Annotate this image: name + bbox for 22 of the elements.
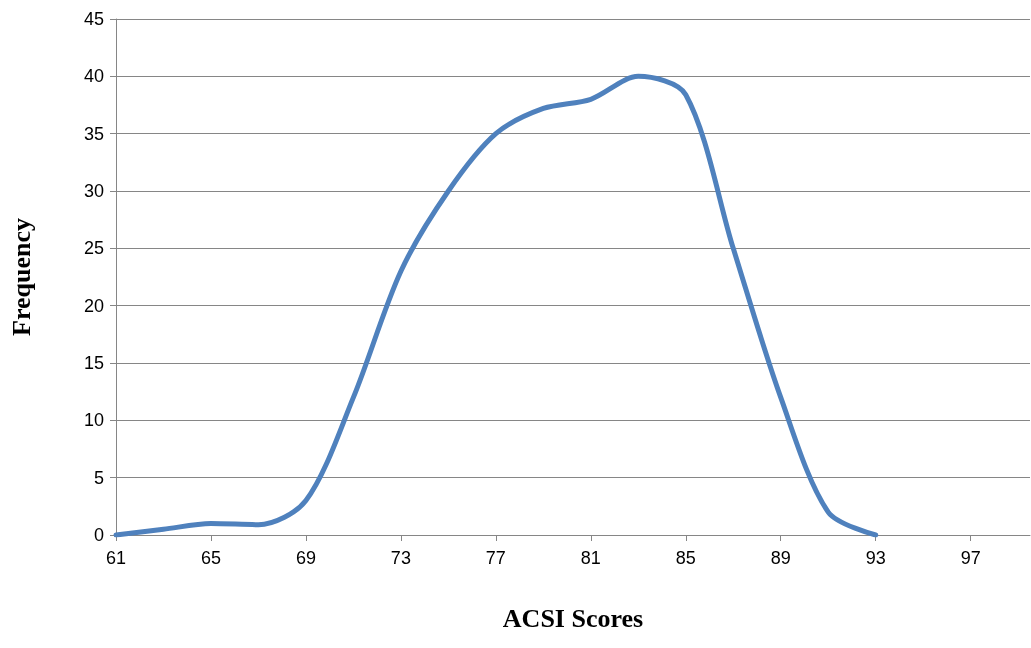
y-tick-label: 30 [83,181,104,201]
y-tick-label: 0 [93,525,104,545]
x-axis-title: ACSI Scores [502,603,644,633]
y-tick-label: 40 [83,66,104,87]
y-tick-label: 20 [83,295,104,316]
x-tick-label: 65 [200,548,221,568]
x-tick-label: 85 [675,548,696,568]
x-tick-label: 93 [865,548,886,568]
x-tick-label: 61 [105,548,127,568]
y-tick-label: 45 [83,9,104,29]
y-tick-label: 10 [83,410,104,431]
y-tick-label: 15 [83,353,104,373]
x-tick-label: 77 [485,548,506,568]
y-tick-label: 5 [93,467,104,488]
x-tick-label: 89 [770,548,791,568]
y-tick-label: 35 [83,123,104,144]
x-tick-label: 69 [295,548,316,568]
x-tick-label: 97 [960,548,981,568]
x-tick-label: 81 [580,548,601,568]
y-tick-label: 25 [83,238,104,259]
x-tick-label: 73 [390,548,411,568]
y-axis-title: Frequency [6,218,36,336]
